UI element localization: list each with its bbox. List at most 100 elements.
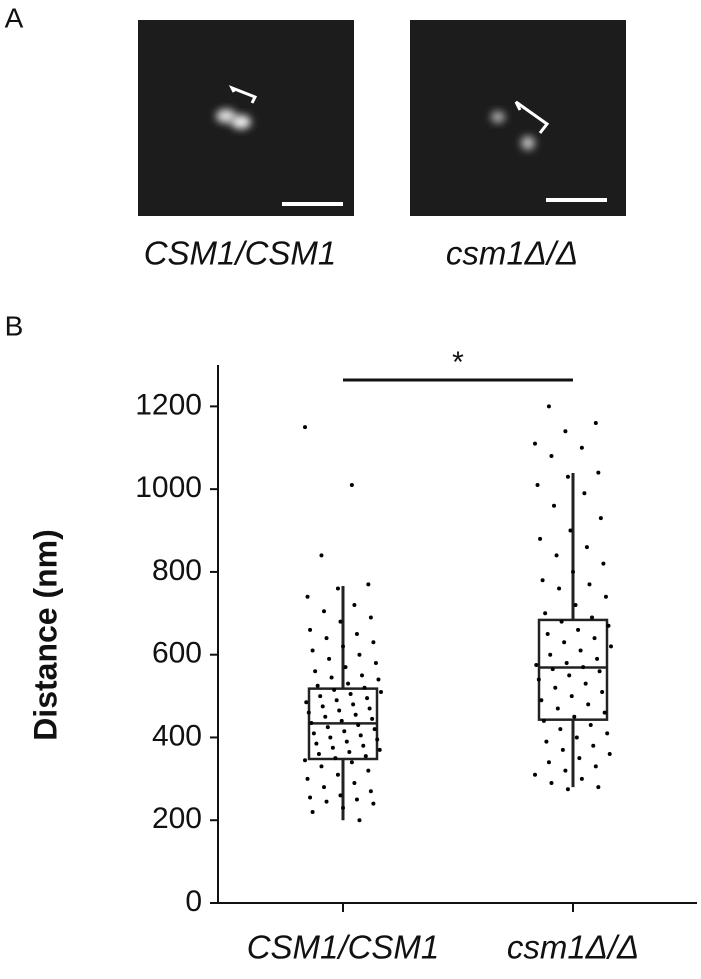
data-point bbox=[567, 673, 572, 678]
data-point bbox=[310, 809, 315, 814]
data-point bbox=[583, 681, 588, 686]
y-tick-label: 400 bbox=[152, 719, 202, 752]
data-point bbox=[360, 673, 364, 678]
data-point bbox=[579, 776, 584, 781]
y-tick-label: 1200 bbox=[135, 388, 202, 421]
data-point bbox=[305, 776, 310, 781]
data-point bbox=[535, 483, 540, 488]
data-point bbox=[349, 760, 354, 765]
data-point bbox=[310, 648, 315, 653]
micrograph bbox=[410, 20, 626, 216]
data-point bbox=[375, 737, 380, 742]
data-point bbox=[333, 756, 338, 761]
panel-label: A bbox=[5, 2, 24, 33]
data-point bbox=[576, 627, 581, 632]
data-point bbox=[347, 749, 352, 754]
data-point bbox=[309, 720, 314, 725]
y-tick-label: 0 bbox=[185, 885, 202, 918]
data-point bbox=[602, 710, 607, 715]
data-point bbox=[325, 725, 330, 730]
data-point bbox=[372, 727, 377, 732]
data-point bbox=[562, 640, 567, 645]
data-point bbox=[577, 756, 582, 761]
data-point bbox=[334, 698, 339, 703]
data-point bbox=[543, 611, 548, 616]
y-tick-label: 600 bbox=[152, 637, 202, 670]
data-point bbox=[323, 714, 328, 719]
data-point bbox=[553, 685, 558, 690]
data-point bbox=[324, 799, 329, 804]
data-point bbox=[601, 561, 606, 566]
data-point bbox=[591, 743, 596, 748]
data-point bbox=[549, 454, 554, 459]
data-point bbox=[367, 706, 372, 711]
data-point bbox=[573, 603, 578, 608]
data-point bbox=[316, 752, 321, 757]
data-point bbox=[322, 785, 326, 790]
data-point bbox=[337, 708, 342, 713]
data-point bbox=[328, 735, 333, 740]
x-tick-label: csm1Δ/Δ bbox=[507, 929, 639, 966]
data-point bbox=[541, 718, 546, 723]
data-point bbox=[563, 429, 568, 434]
data-point bbox=[596, 470, 601, 475]
data-point bbox=[319, 764, 324, 769]
data-point bbox=[595, 656, 600, 661]
data-point bbox=[351, 702, 356, 707]
data-point bbox=[587, 582, 592, 587]
data-point bbox=[563, 768, 568, 773]
data-point bbox=[352, 603, 357, 608]
y-tick-label: 200 bbox=[152, 802, 202, 835]
data-point bbox=[330, 745, 335, 750]
data-point bbox=[305, 594, 310, 599]
data-point bbox=[539, 698, 544, 703]
data-point bbox=[348, 692, 353, 697]
data-point bbox=[564, 660, 569, 665]
data-point bbox=[600, 689, 605, 694]
data-point bbox=[588, 723, 593, 728]
data-point bbox=[341, 644, 345, 649]
data-point bbox=[335, 586, 340, 591]
data-point bbox=[303, 425, 307, 430]
data-point bbox=[361, 743, 366, 748]
data-point bbox=[304, 700, 309, 705]
data-point bbox=[332, 687, 337, 692]
data-point bbox=[582, 491, 587, 496]
data-point bbox=[554, 553, 559, 558]
data-point bbox=[318, 694, 323, 699]
data-point bbox=[357, 818, 362, 823]
data-point bbox=[572, 714, 577, 719]
data-point bbox=[314, 741, 319, 746]
data-point bbox=[568, 528, 573, 533]
data-point bbox=[579, 445, 584, 450]
data-point bbox=[308, 627, 313, 632]
data-point bbox=[362, 685, 367, 690]
data-point bbox=[368, 615, 373, 620]
data-point bbox=[357, 652, 362, 657]
data-point bbox=[569, 694, 574, 699]
data-point bbox=[603, 594, 608, 599]
data-point bbox=[341, 805, 345, 810]
micrograph bbox=[138, 20, 354, 216]
data-point bbox=[354, 632, 359, 636]
data-point bbox=[565, 787, 570, 792]
data-point bbox=[377, 747, 382, 752]
data-point bbox=[335, 772, 340, 777]
data-point bbox=[346, 681, 351, 686]
data-point bbox=[533, 772, 537, 777]
data-point bbox=[371, 801, 376, 806]
data-point bbox=[565, 474, 570, 479]
data-point bbox=[315, 683, 320, 688]
data-point bbox=[578, 648, 583, 653]
data-point bbox=[349, 483, 354, 488]
data-point bbox=[548, 652, 553, 657]
data-point bbox=[574, 735, 579, 740]
data-point bbox=[338, 793, 343, 798]
significance-label: * bbox=[452, 346, 464, 379]
data-point bbox=[308, 795, 313, 800]
data-point bbox=[343, 665, 348, 670]
data-point bbox=[596, 785, 601, 790]
y-tick-label: 800 bbox=[152, 554, 202, 587]
data-point bbox=[605, 731, 610, 736]
data-point bbox=[363, 754, 368, 759]
